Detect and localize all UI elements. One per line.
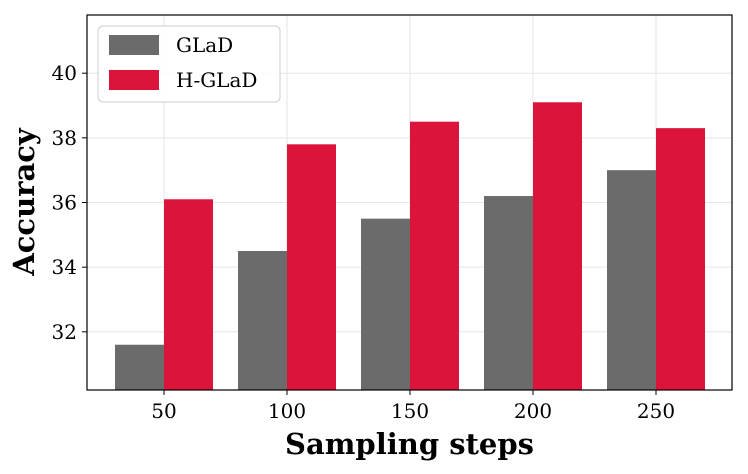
bar-h-glad-250: [656, 128, 705, 390]
x-tick-label-250: 250: [637, 399, 675, 423]
y-tick-label-32: 32: [52, 320, 77, 344]
bar-h-glad-200: [533, 102, 582, 390]
x-tick-label-50: 50: [151, 399, 176, 423]
bars: [115, 102, 705, 391]
legend-swatch-h-glad: [109, 70, 159, 90]
bar-h-glad-100: [287, 144, 336, 390]
y-tick-label-40: 40: [52, 61, 77, 85]
ticks: 32 34 36 38 40 50 100 150 200 250: [52, 61, 676, 423]
x-tick-label-200: 200: [514, 399, 552, 423]
bar-h-glad-50: [164, 199, 213, 390]
bar-glad-250: [607, 170, 656, 390]
y-tick-label-36: 36: [52, 191, 77, 215]
legend-label-glad: GLaD: [176, 33, 233, 57]
bar-glad-100: [238, 250, 287, 390]
x-tick-label-100: 100: [268, 399, 306, 423]
bar-glad-150: [361, 218, 410, 390]
legend-swatch-glad: [109, 35, 159, 55]
y-axis-title: Accuracy: [7, 127, 41, 277]
bar-h-glad-150: [410, 121, 459, 391]
x-tick-label-150: 150: [391, 399, 429, 423]
bar-glad-200: [484, 196, 533, 390]
legend: GLaD H-GLaD: [97, 25, 281, 103]
bar-glad-50: [115, 344, 164, 390]
y-tick-label-38: 38: [52, 126, 77, 150]
x-axis-title: Sampling steps: [285, 427, 534, 461]
legend-label-h-glad: H-GLaD: [176, 68, 257, 92]
y-tick-label-34: 34: [52, 255, 77, 279]
